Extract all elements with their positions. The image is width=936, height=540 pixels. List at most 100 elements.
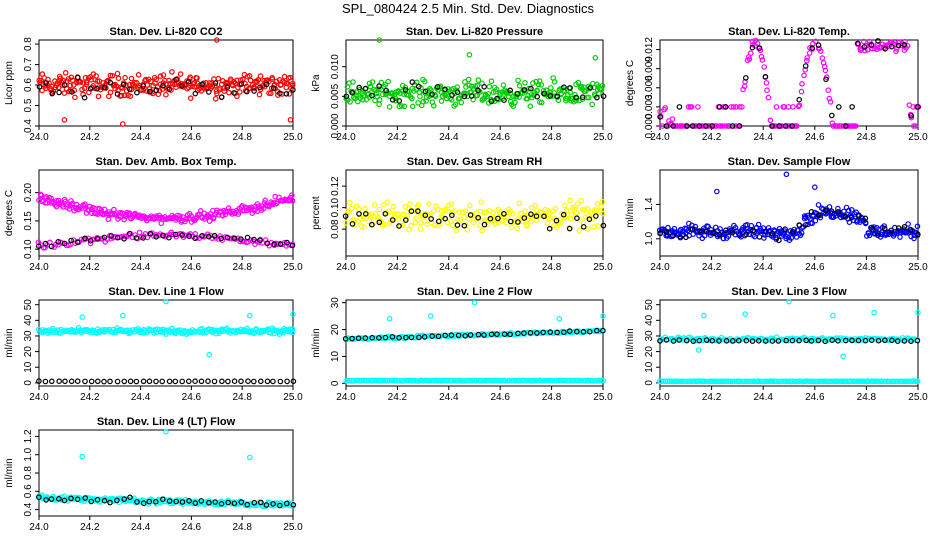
data-point — [861, 44, 868, 50]
data-point — [796, 102, 803, 109]
panel-8: Stan. Dev. Line 2 Flow ml/min 24.0 24.2 24.4… — [311, 286, 613, 403]
x-tick-label: 25.0 — [593, 262, 613, 273]
data-point — [270, 85, 277, 91]
data-point — [729, 123, 736, 129]
data-point — [56, 495, 62, 502]
data-point — [215, 75, 222, 82]
data-point — [728, 104, 734, 110]
data-point — [769, 230, 776, 237]
data-point — [802, 63, 809, 69]
data-point — [478, 199, 485, 205]
data-point — [43, 497, 49, 503]
data-point — [127, 378, 134, 385]
data-point — [257, 499, 264, 506]
data-point — [725, 233, 732, 240]
data-point — [521, 330, 527, 336]
data-point — [574, 210, 580, 217]
data-point — [723, 337, 730, 344]
data-point — [484, 221, 491, 228]
data-point — [762, 338, 769, 344]
data-point — [277, 241, 284, 248]
data-point — [62, 378, 68, 385]
data-point — [87, 74, 94, 80]
data-point — [342, 335, 349, 342]
data-point — [875, 232, 881, 239]
data-point — [410, 377, 417, 384]
data-point — [657, 114, 663, 120]
x-tick-label: 24.0 — [29, 262, 49, 273]
data-point — [722, 123, 729, 129]
data-point — [68, 495, 74, 502]
data-point — [263, 502, 270, 508]
data-point — [501, 211, 507, 217]
data-point — [486, 83, 493, 90]
data-point — [764, 87, 770, 94]
panel-title: Stan. Dev. Line 1 Flow — [108, 286, 224, 298]
data-point — [762, 73, 769, 80]
data-point — [475, 214, 482, 221]
data-point — [354, 98, 361, 105]
data-point — [548, 216, 554, 222]
y-tick-label: 50 — [23, 299, 34, 311]
data-point — [507, 331, 513, 338]
data-point — [101, 234, 108, 241]
data-point — [540, 329, 547, 336]
data-point — [528, 85, 534, 92]
data-point — [846, 219, 853, 226]
y-tick-label: 30 — [330, 297, 341, 309]
data-point — [512, 99, 518, 106]
data-point — [237, 89, 243, 95]
data-point — [371, 202, 378, 208]
plot-frame — [659, 39, 919, 127]
data-point — [502, 378, 509, 384]
x-tick-label: 24.8 — [542, 262, 562, 273]
data-point — [590, 378, 596, 384]
data-point — [166, 378, 173, 385]
data-point — [393, 98, 399, 104]
x-tick-label: 24.2 — [388, 392, 408, 403]
data-point — [722, 227, 729, 234]
data-point — [761, 64, 768, 70]
data-point — [887, 378, 894, 385]
data-point — [890, 378, 897, 385]
data-point — [88, 378, 95, 385]
data-point — [61, 497, 68, 504]
data-point — [427, 313, 434, 319]
data-point — [517, 377, 523, 384]
data-point — [126, 230, 133, 237]
data-point — [276, 502, 283, 509]
data-point — [488, 78, 495, 85]
data-point — [506, 377, 512, 384]
x-tick-label: 25.0 — [283, 522, 303, 533]
data-point — [186, 233, 192, 240]
plot-frame — [659, 169, 919, 257]
data-point — [669, 116, 676, 122]
data-point — [398, 103, 405, 109]
data-point — [66, 206, 73, 212]
data-point — [105, 216, 112, 223]
data-point — [789, 123, 796, 129]
data-point — [479, 227, 485, 234]
data-point — [533, 213, 540, 220]
data-point — [471, 299, 478, 306]
data-point — [205, 233, 212, 240]
data-point — [257, 237, 263, 244]
data-point — [578, 377, 585, 384]
data-point — [402, 87, 409, 93]
data-point — [468, 93, 475, 99]
data-point — [507, 218, 514, 225]
data-point — [726, 123, 733, 129]
data-point — [288, 192, 295, 199]
x-tick-label: 24.2 — [80, 262, 100, 273]
data-point — [765, 94, 772, 101]
x-tick-label: 24.4 — [753, 392, 773, 403]
data-point — [467, 377, 474, 384]
data-point — [835, 337, 841, 344]
data-point — [716, 231, 723, 238]
data-point — [665, 224, 671, 231]
data-point — [389, 333, 396, 340]
data-point — [384, 199, 391, 205]
data-point — [82, 495, 89, 501]
data-point — [754, 40, 761, 47]
data-point — [567, 85, 573, 91]
